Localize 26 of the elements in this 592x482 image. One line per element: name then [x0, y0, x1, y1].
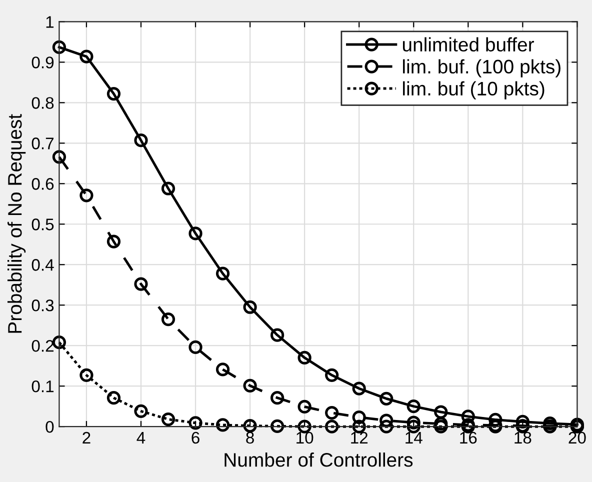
x-tick-label: 20 — [568, 432, 586, 444]
y-tick-label: 0 — [46, 420, 54, 433]
x-tick-label: 18 — [514, 432, 532, 444]
y-tick-label: 0.1 — [32, 380, 54, 392]
y-tick-label: 0.6 — [32, 178, 54, 190]
y-axis-title: Probability of No Request — [7, 114, 26, 333]
x-tick-label: 14 — [406, 432, 422, 444]
y-tick-label: 0.4 — [32, 259, 54, 271]
y-tick-label: 0.7 — [32, 138, 54, 150]
x-tick-label: 2 — [82, 432, 90, 444]
x-tick-label: 4 — [136, 432, 146, 444]
legend-label: lim. buf. (100 pkts) — [403, 59, 560, 78]
y-tick-label: 0.8 — [32, 97, 54, 109]
x-tick-label: 12 — [351, 432, 368, 444]
y-tick-label: 0.5 — [32, 218, 54, 230]
y-tick-label: 1 — [46, 16, 54, 28]
x-tick-label: 10 — [296, 432, 314, 444]
y-tick-label: 0.9 — [32, 56, 54, 68]
y-tick-label: 0.3 — [32, 300, 54, 312]
x-tick-label: 6 — [192, 432, 200, 444]
legend-label: lim. buf (10 pkts) — [403, 81, 544, 100]
legend-label: unlimited buffer — [402, 37, 534, 52]
x-axis-title: Number of Controllers — [224, 452, 413, 467]
x-tick-label: 8 — [246, 432, 254, 444]
y-tick-label: 0.2 — [32, 340, 54, 352]
x-tick-label: 16 — [460, 432, 477, 444]
